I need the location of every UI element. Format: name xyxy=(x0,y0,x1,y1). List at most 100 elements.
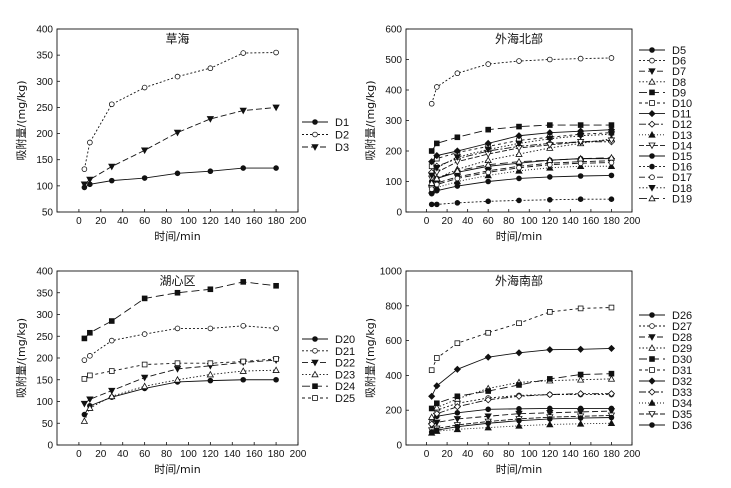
legend-item-d29: D29 xyxy=(639,343,692,355)
plot-frame xyxy=(56,28,299,213)
series-line-d11 xyxy=(431,129,612,162)
data-point-d24 xyxy=(87,329,93,336)
data-point-d17 xyxy=(454,175,461,182)
legend-item-d3: D3 xyxy=(302,142,349,154)
y-tick-label: 150 xyxy=(36,375,53,386)
legend-item-d30: D30 xyxy=(639,354,692,366)
data-point-d11 xyxy=(433,152,441,160)
data-point-d21 xyxy=(273,325,279,332)
series-line-d31 xyxy=(431,307,612,371)
data-point-d24 xyxy=(141,295,148,302)
data-point-d15 xyxy=(577,173,584,179)
data-point-d25 xyxy=(81,376,88,382)
data-point-d31 xyxy=(547,309,553,315)
legend-label: D18 xyxy=(672,183,692,195)
plot-frame xyxy=(56,270,299,446)
series-line-d9 xyxy=(431,124,612,152)
legend-marker xyxy=(648,334,656,341)
series-line-d14 xyxy=(431,139,612,179)
series-line-d15 xyxy=(431,174,612,195)
series-line-d1 xyxy=(84,167,277,188)
x-tick-label: 40 xyxy=(117,216,129,227)
legend-marker xyxy=(649,174,655,181)
legend-marker xyxy=(648,130,656,138)
x-tick-label: 120 xyxy=(541,449,558,460)
x-tick-label: 40 xyxy=(117,449,129,460)
data-point-d33 xyxy=(546,390,554,399)
data-point-d21 xyxy=(108,337,115,344)
legend-marker xyxy=(311,370,319,378)
legend-label: D9 xyxy=(672,87,686,99)
x-tick-label: 200 xyxy=(624,216,641,227)
data-point-d26 xyxy=(516,406,522,412)
series-line-d10 xyxy=(431,132,612,167)
data-point-d36 xyxy=(428,429,435,435)
x-tick-label: 160 xyxy=(246,449,263,460)
data-point-d33 xyxy=(484,396,492,404)
data-point-d36 xyxy=(547,416,553,422)
y-tick-label: 600 xyxy=(385,25,402,36)
series-line-d21 xyxy=(84,325,277,361)
x-tick-label: 140 xyxy=(562,449,579,460)
series-line-d22 xyxy=(84,359,277,405)
data-point-d25 xyxy=(207,360,214,367)
legend-item-d18: D18 xyxy=(639,183,692,195)
data-point-d25 xyxy=(273,356,279,362)
data-point-d31 xyxy=(485,329,491,336)
legend-label: D21 xyxy=(335,346,355,358)
data-point-d21 xyxy=(207,325,214,332)
legend-label: D33 xyxy=(672,387,692,399)
data-point-d17 xyxy=(428,186,435,192)
legend-marker xyxy=(649,163,655,170)
legend-label: D1 xyxy=(335,117,349,129)
y-tick-label: 100 xyxy=(36,397,53,408)
legend-item-d23: D23 xyxy=(302,369,355,381)
data-point-d15 xyxy=(516,175,522,182)
x-tick-label: 0 xyxy=(76,216,82,227)
legend-label: D32 xyxy=(672,376,692,388)
data-point-d15 xyxy=(485,178,491,185)
x-axis-label: 时间/min xyxy=(496,463,542,476)
data-point-d21 xyxy=(87,353,93,359)
data-point-d22 xyxy=(80,400,89,408)
data-point-d21 xyxy=(240,323,247,329)
data-point-d26 xyxy=(485,406,491,413)
y-tick-label: 50 xyxy=(42,419,54,430)
data-point-d23 xyxy=(206,370,215,378)
legend-item-d8: D8 xyxy=(639,77,686,89)
x-tick-label: 40 xyxy=(462,216,474,227)
legend-item-d7: D7 xyxy=(639,66,686,78)
legend-label: D23 xyxy=(335,369,355,381)
data-point-d3 xyxy=(86,176,94,184)
y-tick-label: 250 xyxy=(36,103,53,114)
data-point-d18 xyxy=(484,146,492,154)
data-point-d2 xyxy=(87,139,93,146)
data-point-d16 xyxy=(516,197,522,204)
legend-item-d31: D31 xyxy=(639,365,692,377)
data-point-d36 xyxy=(485,420,491,427)
data-point-d36 xyxy=(608,414,615,421)
y-tick-label: 350 xyxy=(36,288,53,299)
x-tick-label: 120 xyxy=(202,216,219,227)
data-point-d11 xyxy=(453,147,461,155)
data-point-d11 xyxy=(515,132,523,140)
x-tick-label: 200 xyxy=(290,216,307,227)
series-line-d29 xyxy=(431,378,612,418)
legend-item-d20: D20 xyxy=(302,334,355,346)
data-point-d33 xyxy=(515,392,523,400)
x-tick-label: 80 xyxy=(161,216,173,227)
data-point-d30 xyxy=(577,371,584,378)
data-point-d33 xyxy=(428,420,436,428)
data-point-d34 xyxy=(607,419,616,427)
data-point-d15 xyxy=(434,187,440,194)
y-tick-label: 400 xyxy=(36,25,53,36)
data-point-d6 xyxy=(454,70,461,77)
data-point-d34 xyxy=(515,422,523,429)
data-point-d1 xyxy=(240,165,247,171)
data-point-d23 xyxy=(272,366,280,373)
legend-label: D26 xyxy=(672,310,692,322)
data-point-d2 xyxy=(141,84,148,91)
data-point-d23 xyxy=(80,417,89,424)
data-point-d8 xyxy=(515,150,523,157)
series-line-d13 xyxy=(431,165,612,192)
